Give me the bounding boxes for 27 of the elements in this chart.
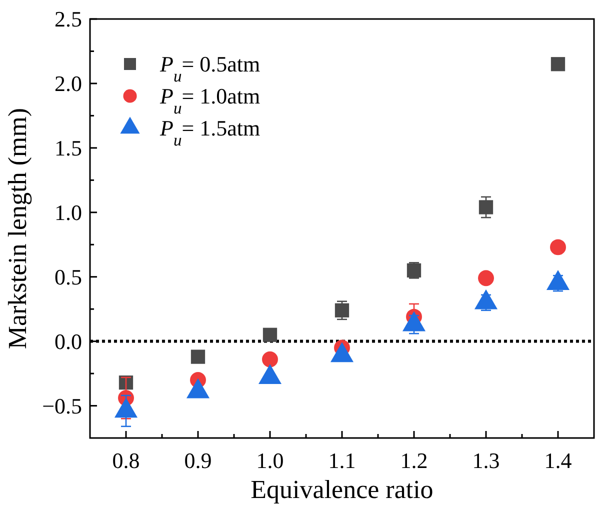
x-tick-label: 1.2 [400, 448, 428, 473]
point [262, 328, 278, 342]
point [262, 351, 278, 368]
point [478, 200, 494, 214]
y-tick-label: 0.5 [54, 264, 82, 290]
x-tick-label: 1.0 [256, 448, 284, 473]
point [550, 57, 566, 72]
x-tick-label: 0.8 [112, 448, 140, 473]
x-tick-label: 1.1 [328, 448, 356, 473]
legend-label: P$_{u}$= 1.5atm [159, 116, 260, 150]
point [334, 303, 350, 318]
y-tick-label: −0.5 [42, 393, 82, 418]
x-tick-label: 1.3 [472, 448, 500, 473]
point [550, 239, 566, 256]
point [190, 350, 206, 364]
legend-label: P$_{u}$= 1.0atm [159, 84, 260, 118]
legend-label: P$_{u}$= 0.5atm [159, 52, 260, 86]
y-tick-label: 1.0 [54, 200, 82, 226]
y-axis-title: Markstein length (mm) [3, 108, 32, 350]
y-tick-label: 2.5 [54, 6, 82, 32]
x-axis-title: Equivalence ratio [250, 475, 434, 504]
x-tick-label: 1.4 [544, 448, 572, 473]
y-tick-label: 0.0 [54, 329, 82, 354]
y-tick-label: 1.5 [54, 136, 82, 161]
x-tick-label: 0.9 [184, 448, 212, 473]
point [478, 270, 494, 286]
y-tick-label: 2.0 [54, 71, 82, 96]
